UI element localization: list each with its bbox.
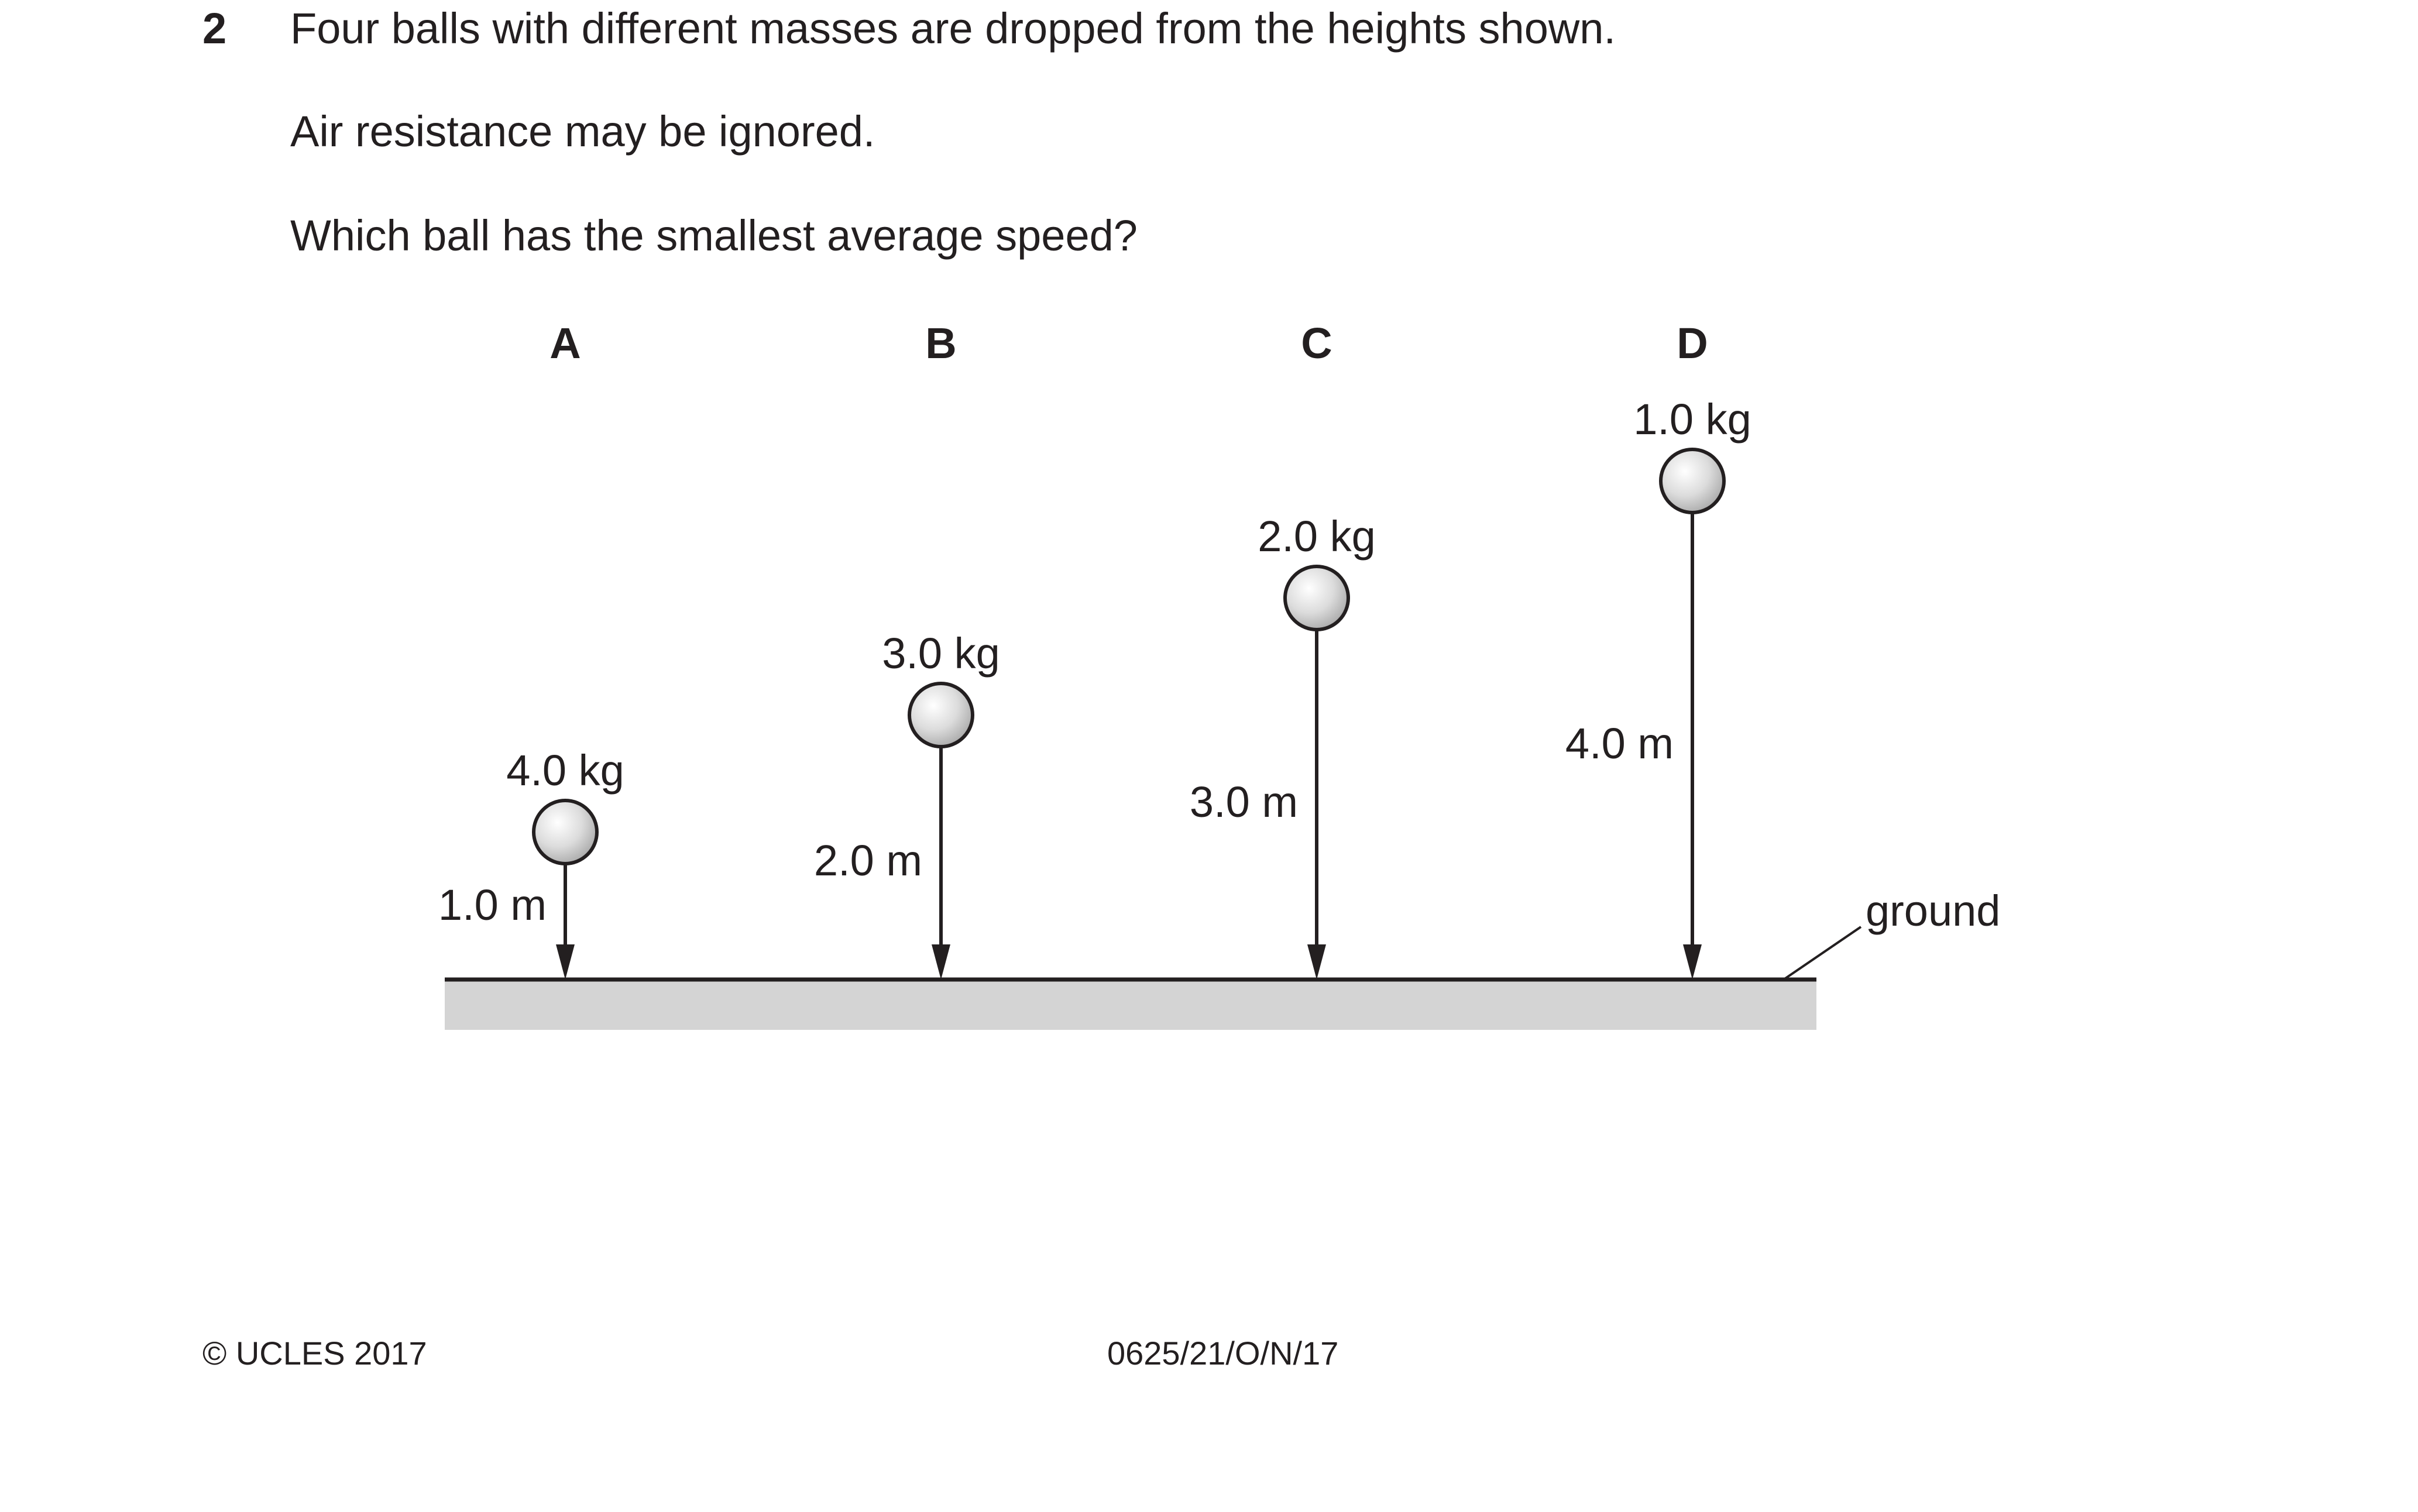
ball-a-arrowhead [556, 944, 575, 980]
ball-a-letter: A [549, 319, 581, 367]
ball-b-letter: B [925, 319, 956, 367]
ball-b-group: B 3.0 kg 2.0 m [814, 319, 1000, 980]
ball-b-mass: 3.0 kg [882, 629, 1000, 678]
ground-slab [445, 980, 1816, 1030]
ball-b-height: 2.0 m [814, 836, 922, 885]
ball-b-arrowhead [932, 944, 950, 980]
ball-d-height: 4.0 m [1565, 719, 1674, 768]
ball-d [1659, 448, 1726, 514]
ground-leader-line [1782, 926, 1862, 981]
paper-code-footer: 0625/21/O/N/17 [1107, 1335, 1339, 1372]
ball-a-group: A 4.0 kg 1.0 m [438, 319, 624, 980]
question-line: Four balls with different masses are dro… [290, 4, 1616, 53]
ball-d-group: D 1.0 kg 4.0 m [1565, 319, 1751, 980]
ball-c-group: C 2.0 kg 3.0 m [1190, 319, 1376, 980]
question-line: Air resistance may be ignored. [290, 107, 875, 156]
ball-a-mass: 4.0 kg [506, 746, 624, 795]
ball-d-mass: 1.0 kg [1633, 395, 1751, 444]
ball-a-height: 1.0 m [438, 881, 547, 929]
ball-d-arrowhead [1683, 944, 1702, 980]
ball-a [532, 799, 599, 865]
ground-label: ground [1866, 886, 2000, 935]
copyright-footer: © UCLES 2017 [202, 1335, 427, 1372]
ball-c-arrowhead [1307, 944, 1326, 980]
ball-b [908, 682, 974, 748]
ball-d-letter: D [1677, 319, 1708, 367]
ball-c-letter: C [1301, 319, 1332, 367]
question-line: Which ball has the smallest average spee… [290, 211, 1138, 260]
ball-c-mass: 2.0 kg [1258, 512, 1376, 561]
question-number: 2 [202, 4, 227, 53]
ball-c-height: 3.0 m [1190, 778, 1298, 826]
ball-c [1283, 565, 1350, 631]
